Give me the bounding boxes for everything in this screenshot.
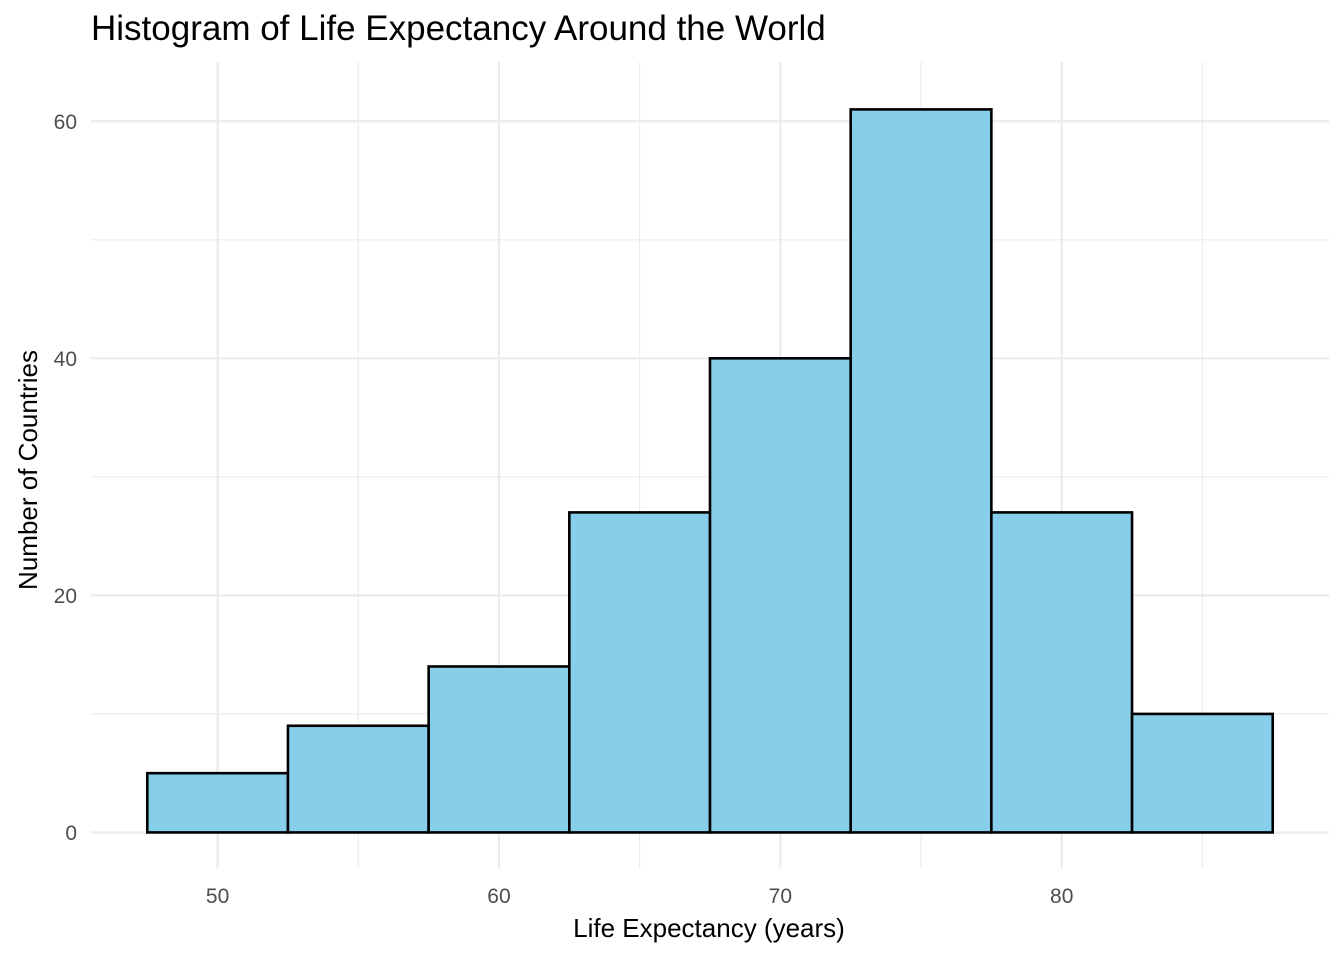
y-tick-label: 0 — [65, 822, 77, 845]
x-axis-title: Life Expectancy (years) — [573, 913, 845, 943]
histogram-bar — [568, 511, 712, 834]
y-tick-label: 40 — [54, 348, 77, 371]
x-tick-label: 60 — [487, 885, 510, 908]
histogram-bars — [145, 108, 1275, 834]
histogram-bar — [990, 511, 1134, 834]
y-tick-label: 20 — [54, 585, 77, 608]
y-axis-ticks: 0 20 40 60 — [54, 111, 77, 845]
histogram-bar — [286, 724, 430, 834]
x-tick-label: 50 — [206, 885, 229, 908]
chart-title: Histogram of Life Expectancy Around the … — [91, 9, 826, 48]
histogram-bar — [1130, 712, 1275, 834]
histogram-bar — [145, 771, 290, 834]
histogram-bar — [849, 108, 993, 834]
histogram-bar — [708, 357, 852, 834]
x-tick-label: 80 — [1050, 885, 1073, 908]
y-axis-title: Number of Countries — [13, 350, 43, 590]
y-tick-label: 60 — [54, 111, 77, 134]
histogram-bar — [427, 665, 571, 834]
x-axis-ticks: 50 60 70 80 — [206, 885, 1073, 908]
x-tick-label: 70 — [769, 885, 792, 908]
